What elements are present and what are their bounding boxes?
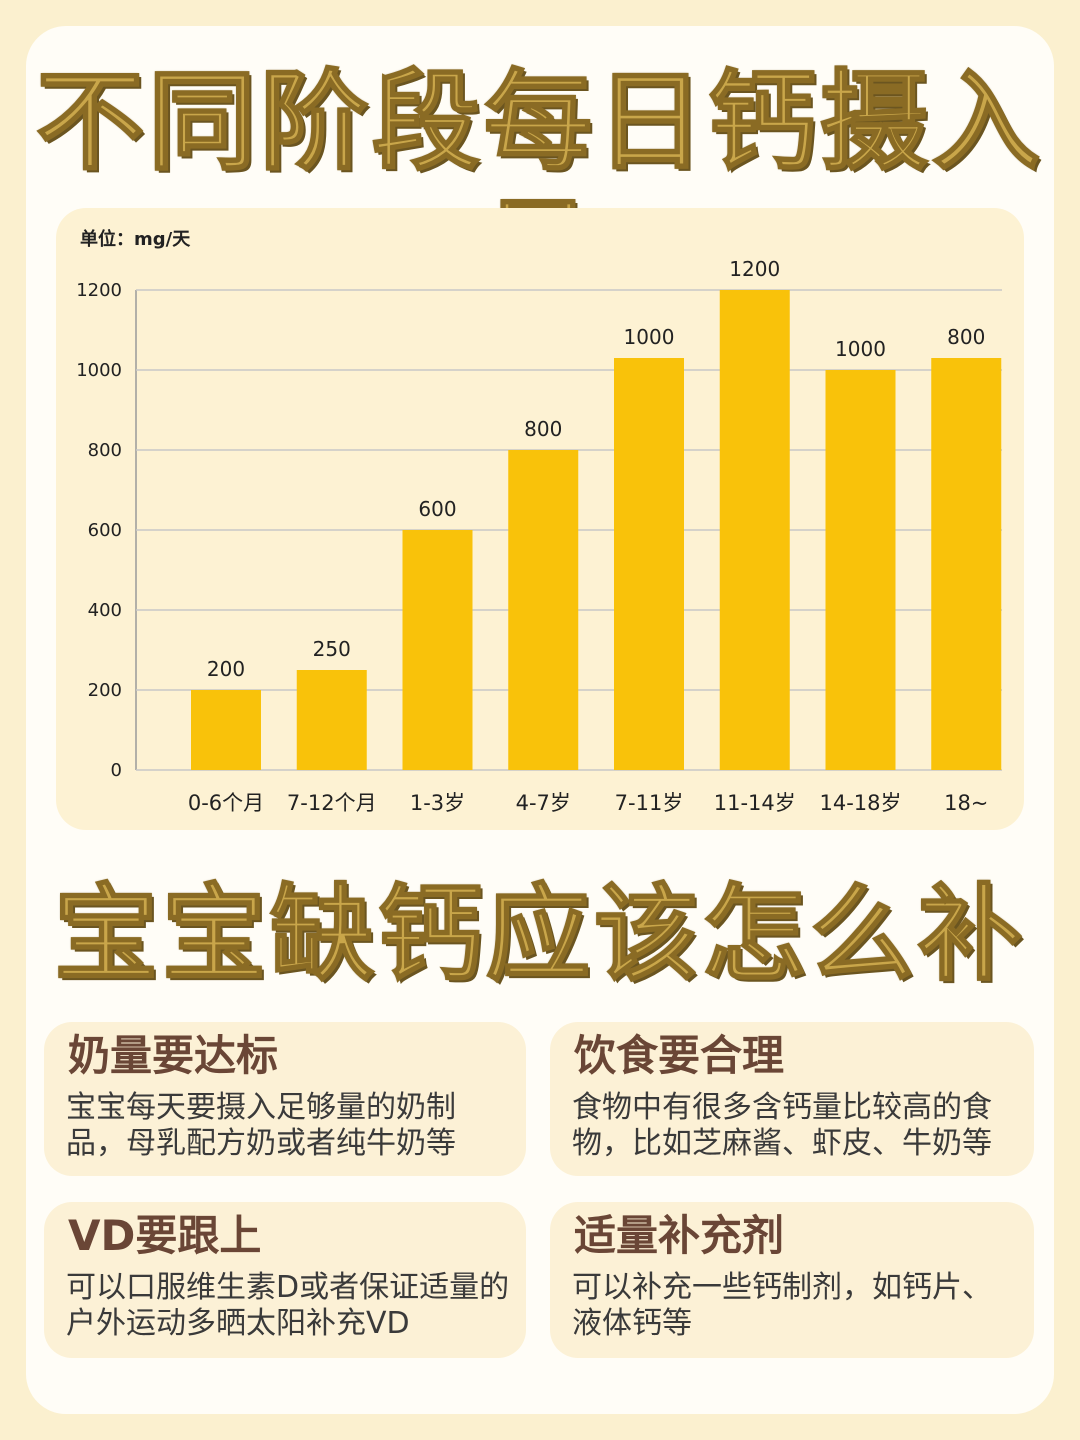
tip-heading: 奶量要达标 (68, 1031, 279, 1080)
y-tick-label: 400 (88, 600, 122, 621)
data-label: 250 (313, 637, 351, 661)
x-tick-label: 11-14岁 (714, 791, 796, 815)
y-tick-label: 800 (88, 440, 122, 461)
tip-heading: 饮食要合理 (574, 1031, 785, 1080)
data-label: 1000 (835, 337, 886, 361)
tip-body: 宝宝每天要摄入足够量的奶制品，母乳配方奶或者纯牛奶等 (66, 1090, 456, 1161)
data-label: 200 (207, 657, 245, 681)
x-tick-label: 18~ (944, 791, 988, 815)
bar (825, 370, 896, 770)
calcium-bar-chart: 单位：mg/天 0 200 400 600 800 1000 1200 200 0-6个月 250… (76, 228, 1002, 815)
tip-heading: VD要跟上 (68, 1211, 262, 1260)
tip-body: 可以口服维生素D或者保证适量的户外运动多晒太阳补充VD (66, 1270, 510, 1341)
tip-heading: 适量补充剂 (574, 1211, 785, 1260)
x-tick-label: 14-18岁 (819, 791, 901, 815)
bar (296, 670, 367, 770)
data-label: 800 (524, 417, 562, 441)
x-tick-label: 7-11岁 (615, 791, 684, 815)
tip-card-supplement: 适量补充剂 可以补充一些钙制剂，如钙片、液体钙等 (550, 1202, 1034, 1358)
bar (402, 530, 473, 770)
y-tick-label: 200 (88, 680, 122, 701)
tip-body: 食物中有很多含钙量比较高的食物，比如芝麻酱、虾皮、牛奶等 (572, 1090, 992, 1161)
x-tick-label: 0-6个月 (188, 791, 264, 815)
tip-card-milk: 奶量要达标 宝宝每天要摄入足够量的奶制品，母乳配方奶或者纯牛奶等 (44, 1022, 526, 1176)
data-label: 800 (947, 325, 985, 349)
tip-card-diet: 饮食要合理 食物中有很多含钙量比较高的食物，比如芝麻酱、虾皮、牛奶等 (550, 1022, 1034, 1176)
y-tick-label: 600 (88, 520, 122, 541)
y-tick-label: 0 (111, 760, 122, 781)
x-tick-label: 1-3岁 (410, 791, 465, 815)
y-tick-label: 1200 (76, 280, 122, 301)
data-label: 1200 (729, 257, 780, 281)
bar (191, 690, 261, 770)
unit-label: 单位：mg/天 (80, 228, 191, 250)
y-tick-label: 1000 (76, 360, 122, 381)
x-tick-label: 4-7岁 (516, 791, 571, 815)
bar (931, 358, 1002, 770)
bar (614, 358, 684, 770)
x-tick-label: 7-12个月 (287, 791, 377, 815)
bar (508, 450, 579, 770)
tip-body: 可以补充一些钙制剂，如钙片、液体钙等 (572, 1270, 992, 1341)
data-label: 1000 (624, 325, 675, 349)
data-label: 600 (418, 497, 456, 521)
bar (719, 290, 790, 770)
section-title: 宝宝缺钙应该怎么补 (53, 872, 1026, 996)
tip-card-vd: VD要跟上 可以口服维生素D或者保证适量的户外运动多晒太阳补充VD (44, 1202, 526, 1358)
page-title: 不同阶段每日钙摄入量 (35, 59, 1044, 316)
